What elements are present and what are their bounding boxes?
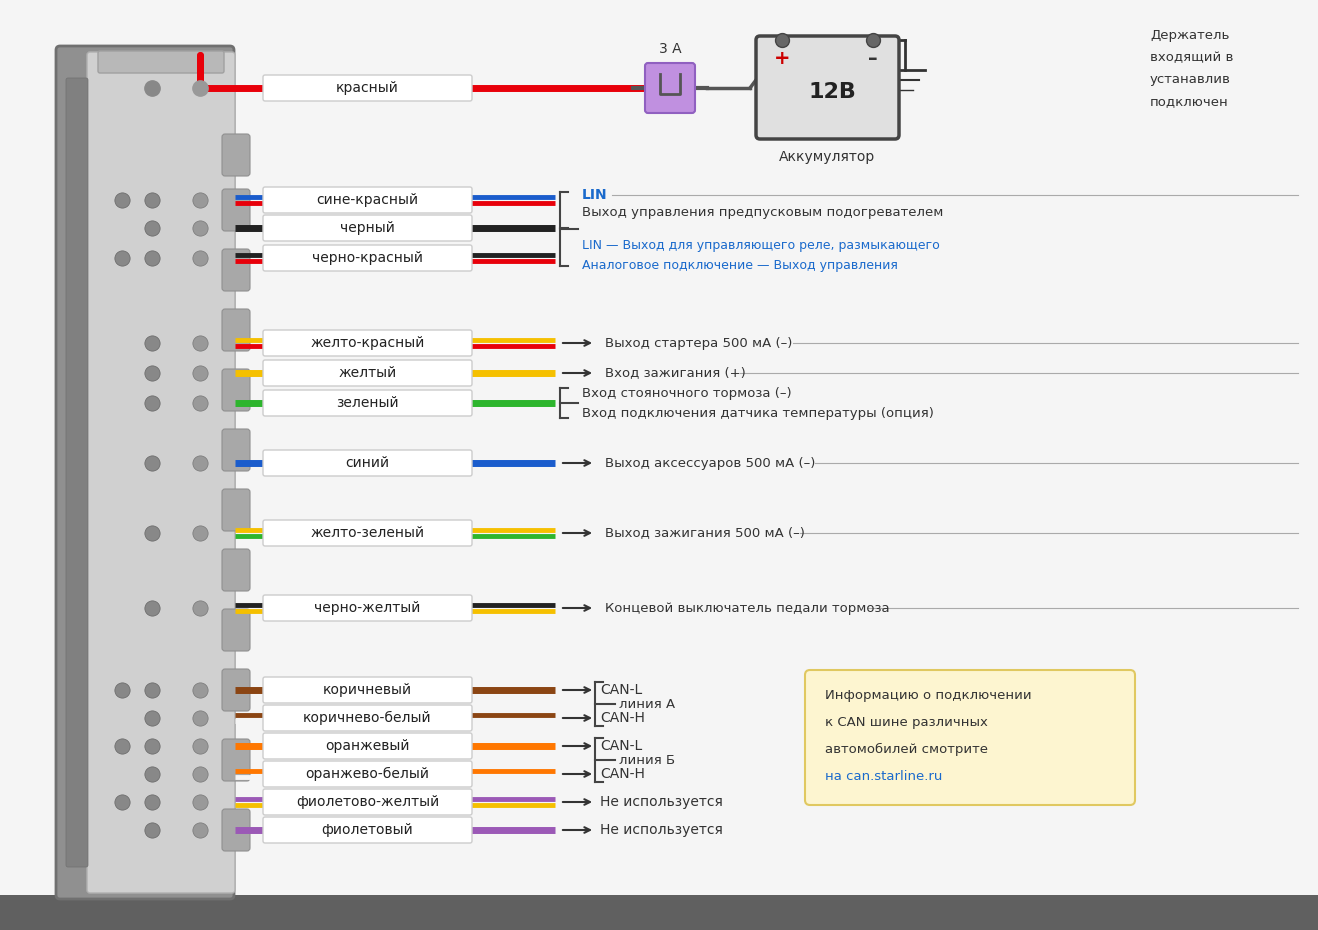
FancyBboxPatch shape [221,189,250,231]
Text: к CAN шине различных: к CAN шине различных [825,715,988,728]
FancyBboxPatch shape [645,63,695,113]
FancyBboxPatch shape [221,309,250,351]
Text: коричневый: коричневый [323,683,413,697]
Text: Аккумулятор: Аккумулятор [779,150,875,164]
Text: сине-красный: сине-красный [316,193,419,207]
FancyBboxPatch shape [221,249,250,291]
Text: 12В: 12В [808,82,855,102]
FancyBboxPatch shape [264,330,472,356]
Text: желтый: желтый [339,366,397,380]
FancyBboxPatch shape [264,360,472,386]
Text: на can.starline.ru: на can.starline.ru [825,769,942,782]
Text: +: + [774,48,791,68]
Text: Вход подключения датчика температуры (опция): Вход подключения датчика температуры (оп… [583,406,934,419]
FancyBboxPatch shape [264,761,472,787]
FancyBboxPatch shape [264,789,472,815]
Text: LIN: LIN [583,188,608,202]
Text: черно-желтый: черно-желтый [314,601,420,615]
Text: фиолетово-желтый: фиолетово-желтый [295,795,439,809]
Text: желто-красный: желто-красный [310,336,424,350]
Text: Аналоговое подключение — Выход управления: Аналоговое подключение — Выход управлени… [583,259,898,272]
Text: LIN — Выход для управляющего реле, размыкающего: LIN — Выход для управляющего реле, размы… [583,238,940,251]
Text: CAN-L: CAN-L [600,683,642,697]
Text: устанавлив: устанавлив [1151,73,1231,86]
FancyBboxPatch shape [66,78,88,867]
Text: линия А: линия А [619,698,675,711]
FancyBboxPatch shape [264,733,472,759]
FancyBboxPatch shape [55,46,235,899]
FancyBboxPatch shape [221,134,250,176]
FancyBboxPatch shape [264,817,472,843]
FancyBboxPatch shape [221,429,250,471]
FancyBboxPatch shape [264,245,472,271]
Text: CAN-H: CAN-H [600,711,645,725]
FancyBboxPatch shape [264,595,472,621]
Text: черный: черный [340,221,395,235]
FancyBboxPatch shape [221,809,250,851]
FancyBboxPatch shape [264,520,472,546]
Text: Выход зажигания 500 мА (–): Выход зажигания 500 мА (–) [605,526,805,539]
Text: Держатель: Держатель [1151,29,1230,42]
FancyBboxPatch shape [264,75,472,101]
FancyBboxPatch shape [264,677,472,703]
FancyBboxPatch shape [264,450,472,476]
Text: автомобилей смотрите: автомобилей смотрите [825,742,988,755]
FancyBboxPatch shape [264,187,472,213]
Text: красный: красный [336,81,399,95]
FancyBboxPatch shape [221,739,250,781]
FancyBboxPatch shape [221,609,250,651]
Text: Вход зажигания (+): Вход зажигания (+) [605,366,746,379]
FancyBboxPatch shape [264,390,472,416]
FancyBboxPatch shape [0,0,1318,900]
FancyBboxPatch shape [757,36,899,139]
Text: CAN-H: CAN-H [600,767,645,781]
Text: Не используется: Не используется [600,823,722,837]
Text: входящий в: входящий в [1151,51,1234,64]
FancyBboxPatch shape [264,705,472,731]
Text: Концевой выключатель педали тормоза: Концевой выключатель педали тормоза [605,602,890,615]
Text: желто-зеленый: желто-зеленый [311,526,424,540]
FancyBboxPatch shape [221,669,250,711]
Text: зеленый: зеленый [336,396,399,410]
Text: Вход стояночного тормоза (–): Вход стояночного тормоза (–) [583,387,792,400]
Text: фиолетовый: фиолетовый [322,823,414,837]
FancyBboxPatch shape [805,670,1135,805]
Text: синий: синий [345,456,390,470]
Text: оранжевый: оранжевый [326,739,410,753]
Text: CAN-L: CAN-L [600,739,642,753]
FancyBboxPatch shape [221,369,250,411]
Text: Не используется: Не используется [600,795,722,809]
Text: подключен: подключен [1151,96,1228,109]
FancyBboxPatch shape [98,51,224,73]
Text: Выход аксессуаров 500 мА (–): Выход аксессуаров 500 мА (–) [605,457,816,470]
Text: Выход стартера 500 мА (–): Выход стартера 500 мА (–) [605,337,792,350]
FancyBboxPatch shape [221,489,250,531]
Text: 3 А: 3 А [659,42,681,56]
Text: Информацию о подключении: Информацию о подключении [825,688,1032,701]
FancyBboxPatch shape [264,215,472,241]
FancyBboxPatch shape [87,52,235,893]
FancyBboxPatch shape [0,895,1318,930]
Text: Выход управления предпусковым подогревателем: Выход управления предпусковым подогреват… [583,206,944,219]
Text: –: – [869,48,878,68]
Text: линия Б: линия Б [619,753,675,766]
Text: черно-красный: черно-красный [312,251,423,265]
FancyBboxPatch shape [221,549,250,591]
Text: коричнево-белый: коричнево-белый [303,711,432,725]
Text: оранжево-белый: оранжево-белый [306,767,430,781]
